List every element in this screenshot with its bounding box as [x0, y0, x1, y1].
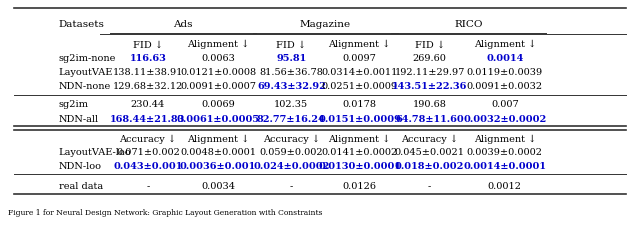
Text: Accuracy ↓: Accuracy ↓ — [263, 135, 320, 144]
Text: LayoutVAE-loo: LayoutVAE-loo — [59, 148, 131, 158]
Text: 269.60: 269.60 — [413, 54, 447, 63]
Text: 0.0314±0.0011: 0.0314±0.0011 — [321, 68, 397, 77]
Text: 64.78±11.60: 64.78±11.60 — [396, 114, 464, 123]
Text: 129.68±32.12: 129.68±32.12 — [113, 82, 183, 91]
Text: NDN-none: NDN-none — [59, 82, 111, 91]
Text: 0.0036±0.001: 0.0036±0.001 — [180, 163, 256, 172]
Text: 168.44±21.83: 168.44±21.83 — [110, 114, 186, 123]
Text: 0.0048±0.0001: 0.0048±0.0001 — [180, 148, 256, 158]
Text: 0.0091±0.0007: 0.0091±0.0007 — [180, 82, 256, 91]
Text: Alignment ↓: Alignment ↓ — [328, 135, 390, 144]
Text: FID ↓: FID ↓ — [415, 40, 445, 49]
Text: 0.0151±0.0009: 0.0151±0.0009 — [318, 114, 401, 123]
Text: 192.11±29.97: 192.11±29.97 — [394, 68, 465, 77]
Text: 230.44: 230.44 — [131, 101, 165, 109]
Text: 190.68: 190.68 — [413, 101, 447, 109]
Text: Accuracy ↓: Accuracy ↓ — [120, 135, 177, 144]
Text: 82.77±16.24: 82.77±16.24 — [257, 114, 326, 123]
Text: Alignment ↓: Alignment ↓ — [328, 40, 390, 49]
Text: 0.071±0.002: 0.071±0.002 — [116, 148, 180, 158]
Text: Figure 1 for Neural Design Network: Graphic Layout Generation with Constraints: Figure 1 for Neural Design Network: Grap… — [8, 209, 323, 217]
Text: 0.0034: 0.0034 — [201, 182, 235, 191]
Text: 69.43±32.92: 69.43±32.92 — [257, 82, 326, 91]
Text: 0.0178: 0.0178 — [342, 101, 376, 109]
Text: 0.0251±0.0009: 0.0251±0.0009 — [321, 82, 397, 91]
Text: 0.018±0.002: 0.018±0.002 — [395, 163, 464, 172]
Text: 0.0012: 0.0012 — [488, 182, 522, 191]
Text: 116.63: 116.63 — [129, 54, 166, 63]
Text: 0.0014: 0.0014 — [486, 54, 524, 63]
Text: Accuracy ↓: Accuracy ↓ — [401, 135, 458, 144]
Text: Alignment ↓: Alignment ↓ — [474, 135, 536, 144]
Text: NDN-all: NDN-all — [59, 114, 99, 123]
Text: -: - — [147, 182, 150, 191]
Text: 143.51±22.36: 143.51±22.36 — [392, 82, 467, 91]
Text: 0.0126: 0.0126 — [342, 182, 376, 191]
Text: Alignment ↓: Alignment ↓ — [187, 40, 249, 49]
Text: Magazine: Magazine — [300, 19, 351, 29]
Text: real data: real data — [59, 182, 103, 191]
Text: 0.007: 0.007 — [491, 101, 518, 109]
Text: 0.0039±0.0002: 0.0039±0.0002 — [467, 148, 543, 158]
Text: 0.0032±0.0002: 0.0032±0.0002 — [463, 114, 547, 123]
Text: 138.11±38.91: 138.11±38.91 — [113, 68, 183, 77]
Text: RICO: RICO — [454, 19, 483, 29]
Text: 0.0141±0.0002: 0.0141±0.0002 — [321, 148, 397, 158]
Text: 0.0097: 0.0097 — [342, 54, 376, 63]
Text: Ads: Ads — [173, 19, 193, 29]
Text: FID ↓: FID ↓ — [276, 40, 307, 49]
Text: Datasets: Datasets — [59, 19, 104, 29]
Text: LayoutVAE: LayoutVAE — [59, 68, 113, 77]
Text: 0.045±0.0021: 0.045±0.0021 — [395, 148, 465, 158]
Text: sg2im: sg2im — [59, 101, 89, 109]
Text: 95.81: 95.81 — [276, 54, 307, 63]
Text: -: - — [428, 182, 431, 191]
Text: NDN-loo: NDN-loo — [59, 163, 102, 172]
Text: 0.0121±0.0008: 0.0121±0.0008 — [180, 68, 256, 77]
Text: 0.024±0.0002: 0.024±0.0002 — [253, 163, 330, 172]
Text: -: - — [290, 182, 293, 191]
Text: sg2im-none: sg2im-none — [59, 54, 116, 63]
Text: FID ↓: FID ↓ — [133, 40, 163, 49]
Text: Alignment ↓: Alignment ↓ — [474, 40, 536, 49]
Text: 0.0061±0.0005: 0.0061±0.0005 — [177, 114, 260, 123]
Text: Alignment ↓: Alignment ↓ — [187, 135, 249, 144]
Text: 0.0069: 0.0069 — [201, 101, 235, 109]
Text: 102.35: 102.35 — [275, 101, 308, 109]
Text: 0.0091±0.0032: 0.0091±0.0032 — [467, 82, 543, 91]
Text: 0.0014±0.0001: 0.0014±0.0001 — [463, 163, 547, 172]
Text: 0.059±0.002: 0.059±0.002 — [259, 148, 323, 158]
Text: 0.0130±0.0001: 0.0130±0.0001 — [318, 163, 401, 172]
Text: 0.043±0.001: 0.043±0.001 — [113, 163, 182, 172]
Text: 81.56±36.78: 81.56±36.78 — [259, 68, 323, 77]
Text: 0.0063: 0.0063 — [201, 54, 235, 63]
Text: 0.0119±0.0039: 0.0119±0.0039 — [467, 68, 543, 77]
